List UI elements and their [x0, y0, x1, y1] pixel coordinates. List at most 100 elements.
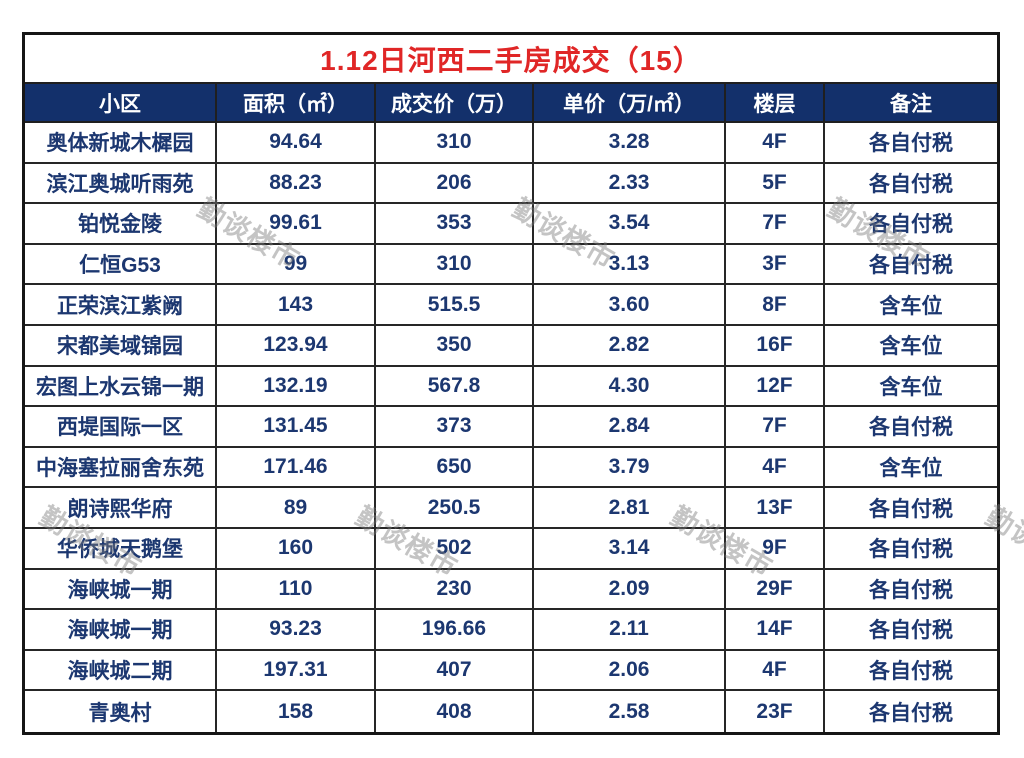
table-row: 华侨城天鹅堡 160 502 3.14 9F 各自付税 [25, 528, 997, 570]
cell-community: 海峡城二期 [25, 650, 217, 690]
cell-community: 宋都美域锦园 [25, 325, 217, 365]
cell-note: 各自付税 [869, 701, 953, 725]
cell-deal-price: 230 [376, 569, 534, 609]
cell-community: 正荣滨江紫阙 [25, 285, 217, 324]
cell-community: 朗诗熙华府 [25, 488, 217, 527]
cell-floor: 7F [726, 407, 825, 446]
table-row: 正荣滨江紫阙 143 515.5 3.60 8F 含车位 [25, 285, 997, 326]
header-floor: 楼层 [726, 84, 825, 121]
table-row: 仁恒G53 99 310 3.13 3F 各自付税 [25, 244, 997, 286]
cell-unit-price: 3.79 [534, 447, 726, 487]
table-header-row: 小区 面积（㎡） 成交价（万） 单价（万/㎡） 楼层 备注 [25, 84, 997, 123]
cell-floor: 5F [726, 163, 825, 203]
cell-unit-price: 2.58 [534, 691, 726, 732]
cell-floor: 29F [726, 569, 825, 609]
cell-deal-price: 196.66 [376, 610, 534, 649]
table-title-row: 1.12日河西二手房成交（15） [25, 35, 997, 84]
cell-unit-price: 2.33 [534, 163, 726, 203]
cell-deal-price: 407 [376, 650, 534, 690]
cell-floor: 3F [726, 244, 825, 284]
cell-note: 各自付税 [869, 497, 953, 521]
cell-community: 中海塞拉丽舍东苑 [25, 447, 217, 487]
cell-note: 各自付税 [869, 132, 953, 156]
header-community: 小区 [25, 84, 217, 121]
cell-community: 青奥村 [25, 691, 217, 732]
cell-community: 海峡城一期 [25, 610, 217, 649]
cell-deal-price: 310 [376, 123, 534, 162]
table-row: 滨江奥城听雨苑 88.23 206 2.33 5F 各自付税 [25, 163, 997, 205]
table-row: 青奥村 158 408 2.58 23F 各自付税 [25, 691, 997, 732]
cell-area: 158 [217, 691, 376, 732]
table-row: 朗诗熙华府 89 250.5 2.81 13F 各自付税 [25, 488, 997, 529]
cell-deal-price: 502 [376, 528, 534, 568]
cell-area: 131.45 [217, 407, 376, 446]
cell-floor: 4F [726, 123, 825, 162]
cell-community: 铂悦金陵 [25, 204, 217, 243]
cell-floor: 4F [726, 650, 825, 690]
table-row: 宋都美域锦园 123.94 350 2.82 16F 含车位 [25, 325, 997, 367]
cell-floor: 16F [726, 325, 825, 365]
header-unit-price: 单价（万/㎡） [534, 84, 726, 121]
cell-note: 各自付税 [869, 619, 953, 643]
table-row: 宏图上水云锦一期 132.19 567.8 4.30 12F 含车位 [25, 366, 997, 408]
table-row: 海峡城一期 93.23 196.66 2.11 14F 各自付税 [25, 610, 997, 651]
cell-deal-price: 350 [376, 325, 534, 365]
cell-floor: 9F [726, 528, 825, 568]
cell-note: 各自付税 [869, 578, 953, 602]
cell-deal-price: 310 [376, 244, 534, 284]
cell-floor: 13F [726, 488, 825, 527]
cell-note: 含车位 [879, 335, 943, 359]
table-row: 海峡城二期 197.31 407 2.06 4F 各自付税 [25, 650, 997, 692]
cell-unit-price: 4.30 [534, 366, 726, 406]
cell-deal-price: 515.5 [376, 285, 534, 324]
cell-area: 143 [217, 285, 376, 324]
cell-area: 89 [217, 488, 376, 527]
table-row: 铂悦金陵 99.61 353 3.54 7F 各自付税 [25, 204, 997, 245]
cell-deal-price: 353 [376, 204, 534, 243]
cell-unit-price: 3.54 [534, 204, 726, 243]
cell-area: 93.23 [217, 610, 376, 649]
table-row: 奥体新城木樨园 94.64 310 3.28 4F 各自付税 [25, 123, 997, 164]
cell-area: 123.94 [217, 325, 376, 365]
cell-unit-price: 2.82 [534, 325, 726, 365]
cell-community: 奥体新城木樨园 [25, 123, 217, 162]
cell-area: 132.19 [217, 366, 376, 406]
cell-community: 海峡城一期 [25, 569, 217, 609]
cell-unit-price: 3.13 [534, 244, 726, 284]
cell-community: 宏图上水云锦一期 [25, 366, 217, 406]
cell-deal-price: 567.8 [376, 366, 534, 406]
cell-unit-price: 2.84 [534, 407, 726, 446]
cell-deal-price: 250.5 [376, 488, 534, 527]
header-area: 面积（㎡） [217, 84, 376, 121]
cell-note: 各自付税 [869, 172, 953, 196]
header-note: 备注 [890, 92, 932, 116]
cell-unit-price: 2.11 [534, 610, 726, 649]
cell-deal-price: 408 [376, 691, 534, 732]
table-body: 奥体新城木樨园 94.64 310 3.28 4F 各自付税 滨江奥城听雨苑 88.23 206… [25, 123, 997, 732]
cell-deal-price: 206 [376, 163, 534, 203]
cell-area: 88.23 [217, 163, 376, 203]
table-row: 海峡城一期 110 230 2.09 29F 各自付税 [25, 569, 997, 611]
header-deal-price: 成交价（万） [376, 84, 534, 121]
cell-community: 西堤国际一区 [25, 407, 217, 446]
table-title: 1.12日河西二手房成交（15） [320, 44, 702, 76]
cell-area: 94.64 [217, 123, 376, 162]
cell-area: 171.46 [217, 447, 376, 487]
cell-unit-price: 2.09 [534, 569, 726, 609]
cell-note: 各自付税 [869, 254, 953, 278]
cell-unit-price: 2.06 [534, 650, 726, 690]
cell-area: 110 [217, 569, 376, 609]
cell-note: 各自付税 [869, 660, 953, 684]
cell-floor: 7F [726, 204, 825, 243]
cell-area: 99.61 [217, 204, 376, 243]
cell-floor: 14F [726, 610, 825, 649]
cell-note: 各自付税 [869, 416, 953, 440]
table-row: 中海塞拉丽舍东苑 171.46 650 3.79 4F 含车位 [25, 447, 997, 489]
cell-floor: 8F [726, 285, 825, 324]
cell-note: 含车位 [879, 457, 943, 481]
cell-note: 含车位 [879, 294, 943, 318]
cell-area: 197.31 [217, 650, 376, 690]
cell-note: 各自付税 [869, 213, 953, 237]
cell-note: 含车位 [879, 375, 943, 399]
